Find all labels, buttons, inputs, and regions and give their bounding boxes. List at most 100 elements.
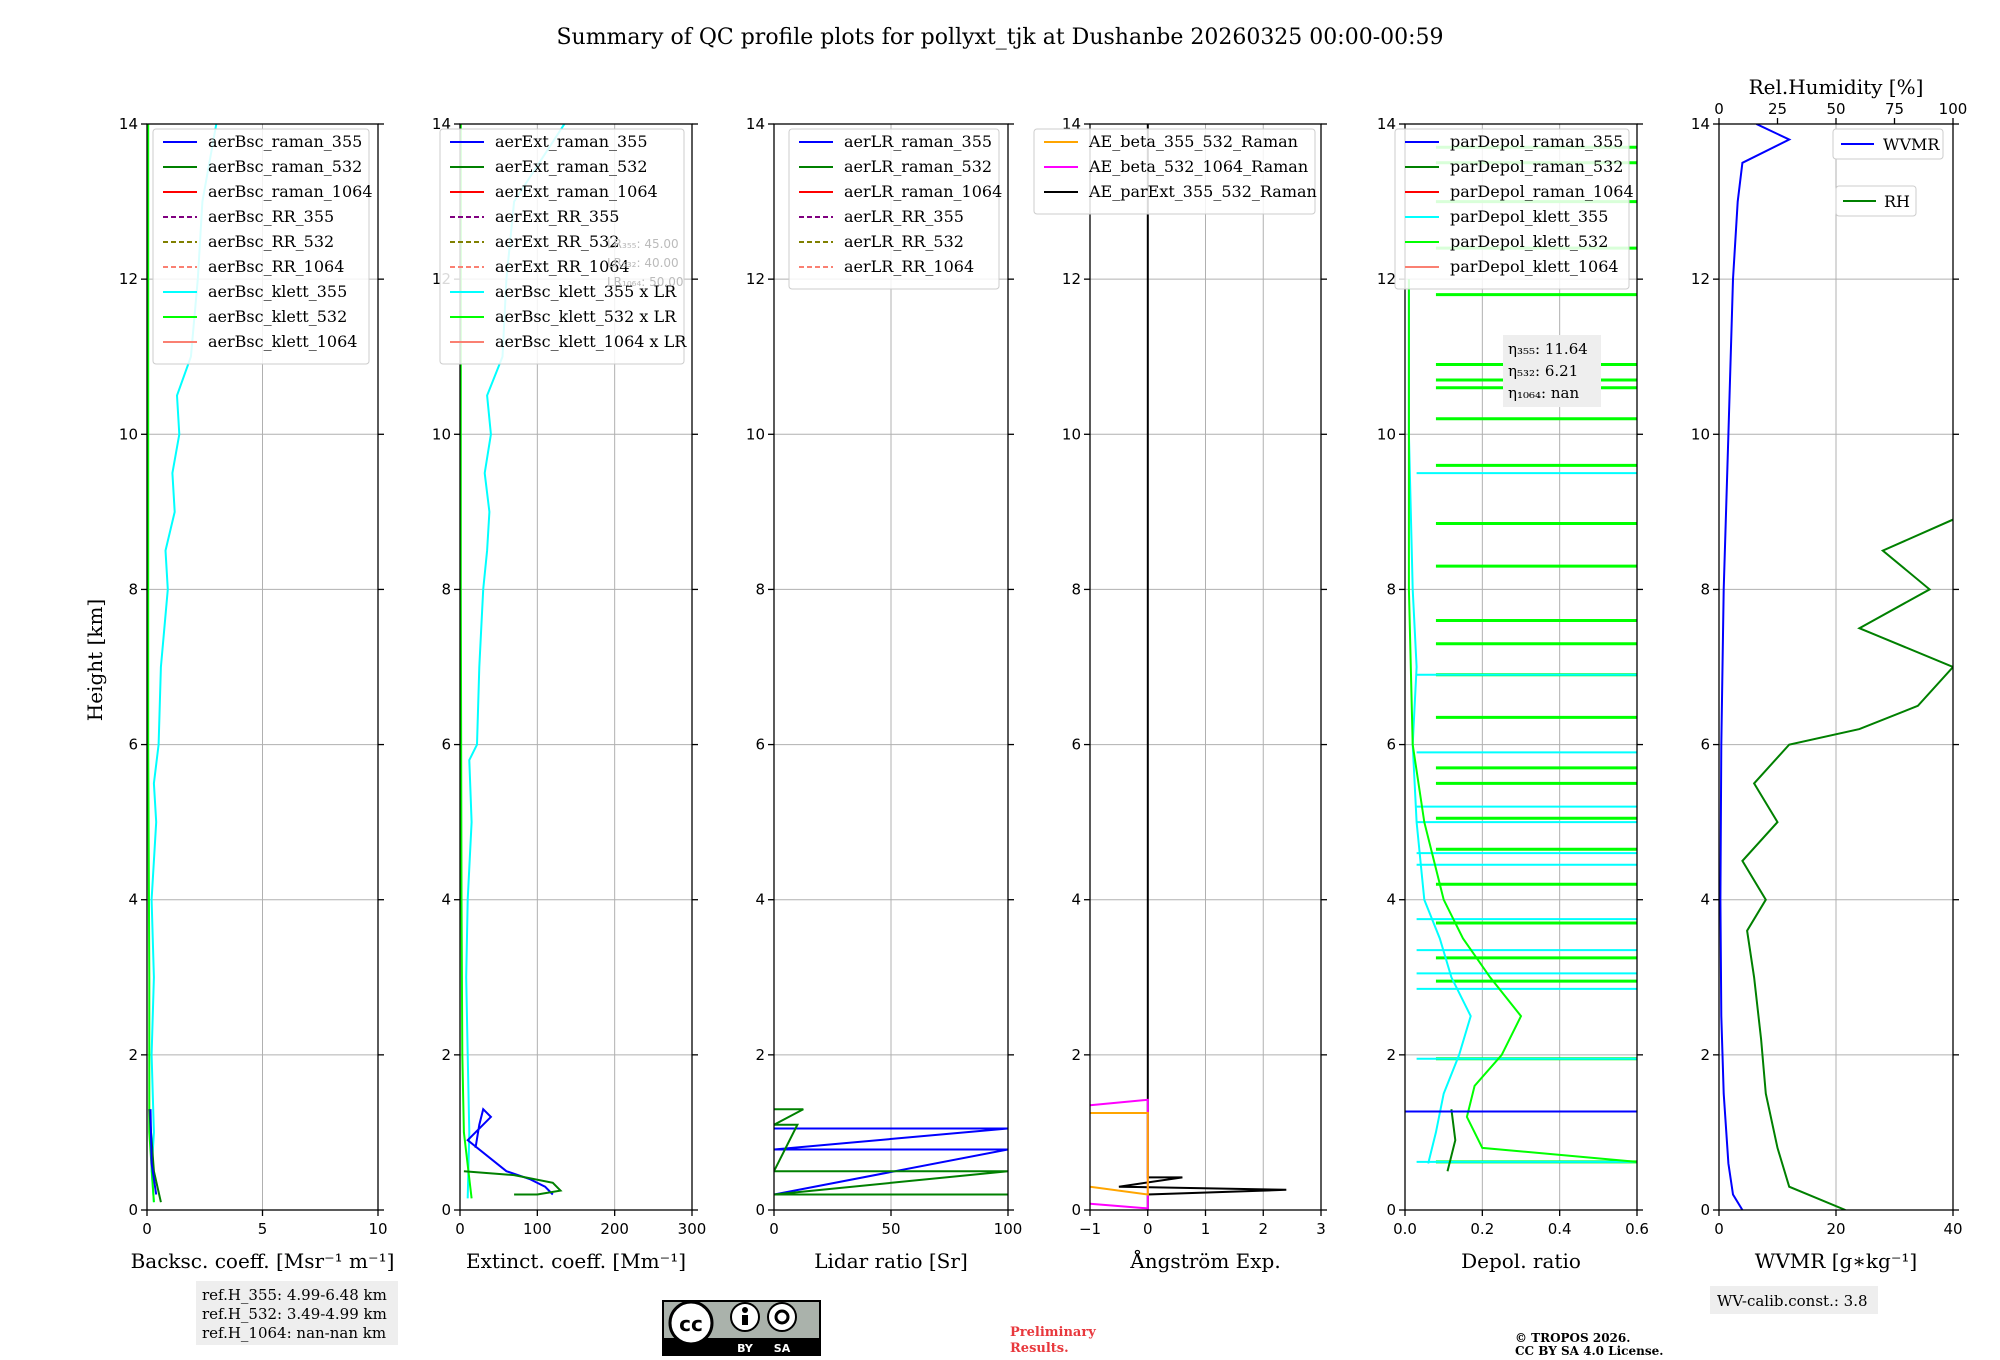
series-line-RH bbox=[1741, 518, 1953, 1210]
refh-1064-text: ref.H_1064: nan-nan km bbox=[202, 1324, 386, 1342]
legend-label: aerBsc_raman_532 bbox=[208, 157, 362, 176]
legend-label: aerLR_raman_532 bbox=[844, 157, 992, 176]
y-tick-label: 8 bbox=[755, 580, 765, 598]
cc-badge-by: BY bbox=[737, 1342, 754, 1355]
y-tick-label: 12 bbox=[1691, 270, 1710, 288]
legend-label: aerBsc_raman_1064 bbox=[208, 182, 373, 201]
y-tick-label: 4 bbox=[1071, 891, 1081, 909]
y-tick-label: 8 bbox=[128, 580, 138, 598]
y-tick-label: 10 bbox=[1377, 425, 1396, 443]
y-tick-label: 8 bbox=[1071, 580, 1081, 598]
x-tick-label: 100 bbox=[994, 1220, 1023, 1238]
cc-license-badge[interactable]: cc BY SA bbox=[662, 1300, 821, 1356]
legend: aerLR_raman_355 aerLR_raman_532 aerLR_rama… bbox=[788, 128, 1002, 290]
legend-label: aerBsc_klett_1064 x LR bbox=[495, 332, 687, 351]
rh-axis-label: Rel.Humidity [%] bbox=[1749, 75, 1924, 99]
x-axis-label: Extinct. coeff. [Mm⁻¹] bbox=[466, 1249, 686, 1273]
y-tick-label: 0 bbox=[128, 1201, 138, 1219]
series-group bbox=[1090, 124, 1287, 1210]
x-tick-label: 50 bbox=[881, 1220, 900, 1238]
series-group bbox=[1405, 145, 1637, 1172]
x-tick-label: 0 bbox=[1714, 1220, 1724, 1238]
y-tick-label: 6 bbox=[1700, 736, 1710, 754]
series-line-parDepol_klett_532 bbox=[1407, 279, 1637, 1163]
legend: parDepol_raman_355 parDepol_raman_532 parD… bbox=[1394, 128, 1634, 290]
copyright-line2: CC BY SA 4.0 License. bbox=[1515, 1344, 1663, 1358]
x-tick-label: 0 bbox=[1143, 1220, 1153, 1238]
legend-label: aerLR_RR_1064 bbox=[844, 257, 974, 276]
legend-rh: RH bbox=[1835, 185, 1917, 217]
panel-lr: 0 50 100 0 2 4 6 8 10 12 14 Lidar ratio [Sr] aerLR_r… bbox=[746, 115, 1022, 1273]
legend-label: aerBsc_RR_355 bbox=[208, 207, 334, 226]
x-tick-label: 3 bbox=[1316, 1220, 1326, 1238]
y-tick-label: 4 bbox=[128, 891, 138, 909]
y-tick-label: 14 bbox=[746, 115, 765, 133]
top-tick-label: 50 bbox=[1826, 100, 1845, 118]
legend-label: aerExt_RR_1064 bbox=[495, 257, 630, 276]
axes-frame bbox=[459, 123, 693, 1211]
axes-frame bbox=[146, 123, 379, 1211]
legend-label: aerExt_raman_1064 bbox=[495, 182, 658, 201]
y-tick-label: 8 bbox=[441, 580, 451, 598]
y-tick-label: 4 bbox=[1700, 891, 1710, 909]
legend-label: aerBsc_RR_532 bbox=[208, 232, 334, 251]
top-tick-label: 100 bbox=[1939, 100, 1968, 118]
y-tick-label: 8 bbox=[1386, 580, 1396, 598]
top-tick-label: 0 bbox=[1714, 100, 1724, 118]
y-tick-label: 0 bbox=[1071, 1201, 1081, 1219]
top-tick-label: 25 bbox=[1768, 100, 1787, 118]
legend-label: aerBsc_klett_532 x LR bbox=[495, 307, 677, 326]
x-tick-label: 5 bbox=[258, 1220, 268, 1238]
copyright-line1: © TROPOS 2026. bbox=[1515, 1331, 1630, 1345]
lr-note: LR₃₅₅: 45.00 bbox=[607, 237, 679, 251]
refh-355-text: ref.H_355: 4.99-6.48 km bbox=[202, 1286, 387, 1304]
y-tick-label: 10 bbox=[1062, 425, 1081, 443]
legend: AE_beta_355_532_Raman AE_beta_532_1064_Ra… bbox=[1033, 128, 1317, 215]
legend-box bbox=[1394, 128, 1630, 290]
series-line-aerExt_raman_532 bbox=[463, 1170, 563, 1196]
legend-label: AE_parExt_355_532_Raman bbox=[1088, 182, 1317, 201]
legend-label: aerBsc_klett_355 x LR bbox=[495, 282, 677, 301]
x-tick-label: 40 bbox=[1943, 1220, 1962, 1238]
legend-label: aerExt_raman_532 bbox=[495, 157, 648, 176]
y-tick-label: 6 bbox=[441, 736, 451, 754]
y-tick-label: 14 bbox=[1377, 115, 1396, 133]
preliminary-line1: Preliminary bbox=[1010, 1325, 1096, 1340]
legend-box bbox=[152, 128, 370, 365]
legend-box bbox=[1832, 128, 1944, 160]
legend-label: parDepol_raman_1064 bbox=[1450, 182, 1634, 201]
y-tick-label: 4 bbox=[441, 891, 451, 909]
legend-label: parDepol_klett_355 bbox=[1450, 207, 1608, 226]
x-tick-label: 0 bbox=[769, 1220, 779, 1238]
series-line-aerLR_raman_532 bbox=[774, 1108, 1008, 1196]
x-axis-label: Ångström Exp. bbox=[1129, 1248, 1280, 1273]
legend-label: aerBsc_klett_355 bbox=[208, 282, 347, 301]
legend-label: aerExt_RR_355 bbox=[495, 207, 619, 226]
series-group bbox=[774, 1108, 1008, 1196]
legend-label: AE_beta_532_1064_Raman bbox=[1088, 157, 1308, 176]
legend-label: aerBsc_RR_1064 bbox=[208, 257, 344, 276]
panel-ext: 010020030002468101214Extinct. coeff. [Mm… bbox=[432, 115, 706, 1273]
lr-note: LR₁₀₆₄: 50.00 bbox=[607, 275, 683, 289]
x-tick-label: 200 bbox=[600, 1220, 629, 1238]
x-tick-label: 0.6 bbox=[1625, 1220, 1649, 1238]
legend-label: parDepol_klett_532 bbox=[1450, 232, 1608, 251]
y-tick-label: 6 bbox=[1071, 736, 1081, 754]
y-tick-label: 0 bbox=[1386, 1201, 1396, 1219]
legend-label: AE_beta_355_532_Raman bbox=[1088, 132, 1298, 151]
top-tick-label: 75 bbox=[1885, 100, 1904, 118]
y-tick-label: 10 bbox=[1691, 425, 1710, 443]
series-group bbox=[1719, 124, 1953, 1210]
y-tick-label: 4 bbox=[1386, 891, 1396, 909]
refh-532-text: ref.H_532: 3.49-4.99 km bbox=[202, 1305, 387, 1323]
legend-wvmr: WVMR bbox=[1832, 128, 1944, 160]
legend-label: aerLR_raman_355 bbox=[844, 132, 992, 151]
x-tick-label: 0.4 bbox=[1548, 1220, 1572, 1238]
legend-label: aerBsc_klett_1064 bbox=[208, 332, 357, 351]
panel-wvmr: 0 20 40 0 2 4 6 8 10 12 14 WVMR [g∗kg⁻¹] Rel.Humidit… bbox=[1691, 75, 1967, 1273]
cc-badge-cc: cc bbox=[679, 1312, 703, 1336]
y-tick-label: 8 bbox=[1700, 580, 1710, 598]
y-tick-label: 2 bbox=[1700, 1046, 1710, 1064]
x-tick-label: 0 bbox=[455, 1220, 465, 1238]
legend: aerBsc_raman_355 aerBsc_raman_532 aerBsc_r… bbox=[152, 128, 373, 365]
